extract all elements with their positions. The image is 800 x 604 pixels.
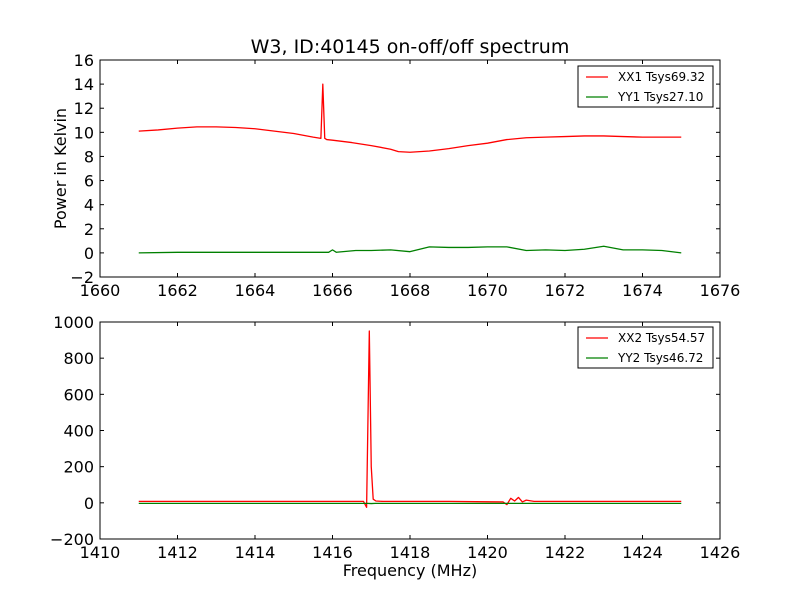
figure-title: W3, ID:40145 on-off/off spectrum xyxy=(251,36,570,58)
x-tick-label: 1672 xyxy=(545,281,586,300)
y-tick-label: 4 xyxy=(84,196,94,215)
legend-label: XX2 Tsys54.57 xyxy=(618,331,705,345)
x-tick-label: 1662 xyxy=(157,281,198,300)
x-tick-label: 1424 xyxy=(622,543,663,562)
y-tick-label: 600 xyxy=(63,385,94,404)
x-tick-label: 1414 xyxy=(235,543,276,562)
y-tick-label: 6 xyxy=(84,172,94,191)
legend: XX2 Tsys54.57 YY2 Tsys46.72 xyxy=(578,327,713,368)
x-tick-label: 1418 xyxy=(390,543,431,562)
y-tick-label: 12 xyxy=(74,99,94,118)
x-tick-label: 1666 xyxy=(312,281,353,300)
legend-label: YY1 Tsys27.10 xyxy=(617,90,703,104)
y-tick-label: 400 xyxy=(63,422,94,441)
y-tick-label: 10 xyxy=(74,123,94,142)
legend: XX1 Tsys69.32 YY1 Tsys27.10 xyxy=(578,66,713,107)
y-tick-label: −200 xyxy=(50,530,94,549)
y-tick-label: 14 xyxy=(74,75,94,94)
y-tick-label: 800 xyxy=(63,349,94,368)
x-axis-label: Frequency (MHz) xyxy=(343,561,477,580)
y-tick-label: −2 xyxy=(70,268,94,287)
y-tick-label: 2 xyxy=(84,220,94,239)
y-tick-label: 200 xyxy=(63,458,94,477)
x-tick-label: 1664 xyxy=(235,281,276,300)
x-tick-label: 1416 xyxy=(312,543,353,562)
legend-label: XX1 Tsys69.32 xyxy=(618,70,705,84)
x-tick-label: 1676 xyxy=(700,281,741,300)
x-tick-label: 1412 xyxy=(157,543,198,562)
x-tick-label: 1426 xyxy=(700,543,741,562)
y-tick-label: 8 xyxy=(84,147,94,166)
x-tick-label: 1674 xyxy=(622,281,663,300)
y-tick-label: 0 xyxy=(84,494,94,513)
y-tick-label: 16 xyxy=(74,51,94,70)
legend-label: YY2 Tsys46.72 xyxy=(617,351,703,365)
x-tick-label: 1668 xyxy=(390,281,431,300)
y-tick-label: 0 xyxy=(84,244,94,263)
x-tick-label: 1420 xyxy=(467,543,508,562)
x-tick-label: 1670 xyxy=(467,281,508,300)
y-axis-label: Power in Kelvin xyxy=(51,108,70,229)
y-tick-label: 1000 xyxy=(53,313,94,332)
x-tick-label: 1422 xyxy=(545,543,586,562)
